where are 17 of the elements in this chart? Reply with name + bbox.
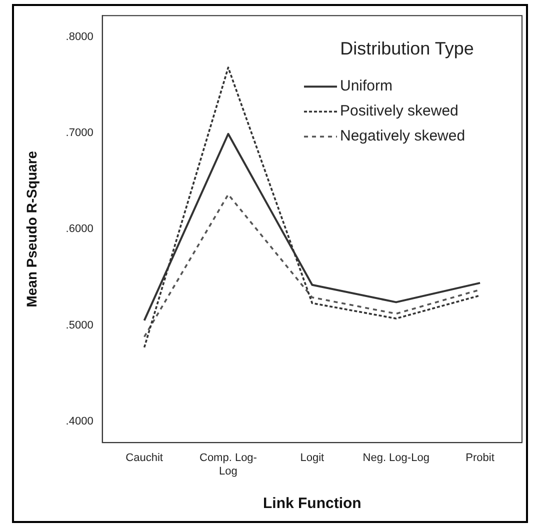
x-tick-label: Cauchit — [126, 452, 163, 464]
line-series — [143, 66, 481, 348]
legend-label: Positively skewed — [340, 102, 458, 120]
x-tick-label: Logit — [300, 452, 324, 464]
y-tick-label: .7000 — [66, 126, 94, 139]
x-tick-label: Comp. Log-Log — [199, 452, 258, 478]
x-axis-title: Link Function — [263, 495, 362, 512]
x-tick-label: Probit — [466, 452, 494, 464]
x-tick-label: Neg. Log-Log — [362, 452, 430, 464]
y-tick-label: .4000 — [66, 415, 94, 428]
legend-label: Negatively skewed — [340, 128, 466, 145]
y-tick-label: .5000 — [66, 319, 94, 332]
legend-title: Distribution Type — [340, 38, 474, 59]
y-tick-label: .8000 — [66, 30, 94, 43]
legend-label: Uniform — [340, 78, 393, 95]
y-tick-label: .6000 — [66, 223, 94, 236]
y-axis-title: Mean Pseudo R-Square — [23, 150, 40, 308]
